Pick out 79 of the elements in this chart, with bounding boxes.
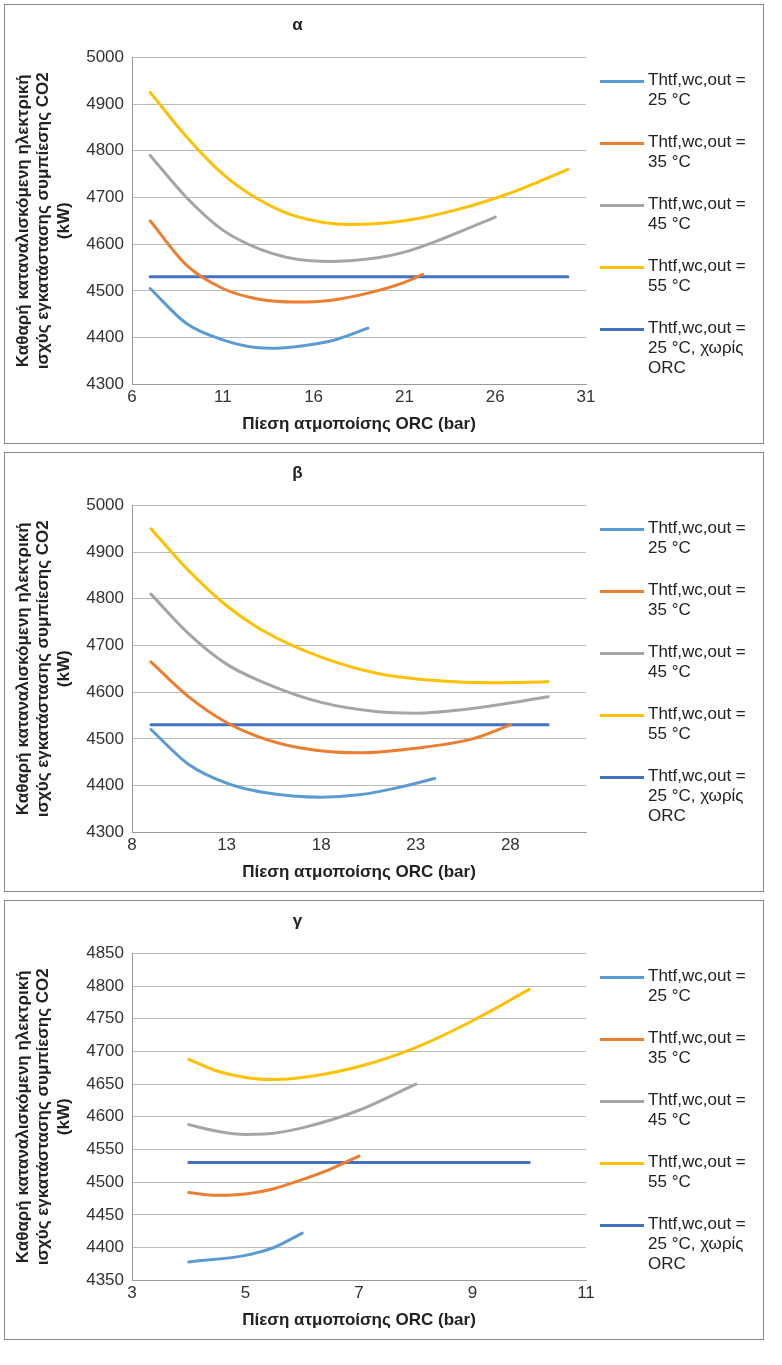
y-tick-label: 4700: [86, 1041, 125, 1061]
y-tick-label: 4700: [86, 635, 125, 655]
chart-title: α: [292, 14, 304, 34]
chart-title: γ: [292, 910, 303, 930]
legend-label: Thtf,wc,out = 45 °C: [648, 194, 747, 234]
legend-label: Thtf,wc,out = 25 °C, χωρίς ORC: [648, 318, 747, 378]
y-tick-label: 4800: [86, 588, 125, 608]
y-axis-title: Καθαρή καταναλισκόμενη ηλεκτρική ισχύς εγκατάστασης συμπίεσης CO2 (kW): [12, 520, 73, 818]
y-tick-label: 4350: [86, 1269, 125, 1289]
legend-label: Thtf,wc,out = 25 °C, χωρίς ORC: [648, 766, 747, 826]
x-tick-label: 31: [576, 387, 596, 407]
x-tick-label: 3: [127, 1283, 137, 1303]
x-tick-label: 26: [485, 387, 505, 407]
y-tick-label: 4600: [86, 1106, 125, 1126]
y-tick-label: 4800: [86, 140, 125, 160]
line-series: [187, 1154, 361, 1197]
y-tick-label: 4500: [86, 1171, 125, 1191]
y-axis-title: Καθαρή καταναλισκόμενη ηλεκτρική ισχύς εγκατάστασης συμπίεσης CO2 (kW): [12, 72, 73, 370]
y-tick-label: 4850: [86, 943, 125, 963]
line-series: [148, 219, 425, 304]
legend-label: Thtf,wc,out = 55 °C: [648, 256, 747, 296]
line-series: [149, 527, 550, 685]
x-tick-label: 18: [311, 835, 331, 855]
chart-title: β: [292, 462, 303, 482]
line-series: [187, 1082, 418, 1136]
legend-label: Thtf,wc,out = 35 °C: [648, 1028, 747, 1068]
legend-label: Thtf,wc,out = 25 °C: [648, 966, 747, 1006]
line-series: [148, 90, 570, 227]
legend-label: Thtf,wc,out = 45 °C: [648, 1090, 747, 1130]
y-tick-label: 5000: [86, 495, 125, 515]
legend-label: Thtf,wc,out = 45 °C: [648, 642, 747, 682]
y-tick-label: 4500: [86, 728, 125, 748]
y-tick-label: 4650: [86, 1073, 125, 1093]
x-tick-label: 11: [577, 1283, 595, 1303]
x-tick-label: 28: [500, 835, 520, 855]
x-tick-label: 16: [304, 387, 324, 407]
y-tick-label: 4550: [86, 1139, 125, 1159]
legend-label: Thtf,wc,out = 25 °C: [648, 518, 747, 558]
y-tick-label: 4750: [86, 1008, 125, 1028]
x-tick-label: 7: [354, 1283, 364, 1303]
legend-label: Thtf,wc,out = 35 °C: [648, 580, 747, 620]
x-tick-label: 8: [127, 835, 137, 855]
y-tick-label: 4600: [86, 681, 125, 701]
x-axis-title: Πίεση ατμοποίσης ORC (bar): [242, 414, 476, 434]
y-tick-label: 4800: [86, 975, 125, 995]
x-axis-title: Πίεση ατμοποίσης ORC (bar): [242, 862, 476, 882]
y-axis-title: Καθαρή καταναλισκόμενη ηλεκτρική ισχύς εγκατάστασης συμπίεσης CO2 (kW): [12, 968, 73, 1266]
y-tick-label: 4400: [86, 327, 125, 347]
y-tick-label: 4300: [86, 373, 125, 393]
y-tick-label: 4500: [86, 280, 125, 300]
y-tick-label: 4300: [86, 821, 125, 841]
line-series: [148, 286, 370, 350]
y-tick-label: 4600: [86, 233, 125, 253]
line-series: [149, 592, 550, 715]
x-tick-label: 13: [217, 835, 237, 855]
x-tick-label: 5: [240, 1283, 251, 1303]
x-tick-label: 23: [406, 835, 426, 855]
y-tick-label: 4450: [86, 1204, 125, 1224]
legend-label: Thtf,wc,out = 25 °C, χωρίς ORC: [648, 1214, 747, 1274]
legend-label: Thtf,wc,out = 25 °C: [648, 70, 747, 110]
legend-label: Thtf,wc,out = 35 °C: [648, 132, 747, 172]
legend-label: Thtf,wc,out = 55 °C: [648, 1152, 747, 1192]
line-series: [187, 987, 531, 1082]
y-tick-label: 4900: [86, 93, 125, 113]
x-axis-title: Πίεση ατμοποίσης ORC (bar): [242, 1310, 476, 1330]
x-tick-label: 6: [127, 387, 137, 407]
y-tick-label: 4900: [86, 541, 125, 561]
x-tick-label: 21: [394, 387, 414, 407]
y-tick-label: 4400: [86, 775, 125, 795]
y-tick-label: 5000: [86, 47, 125, 67]
x-tick-label: 11: [213, 387, 232, 407]
line-series: [187, 1231, 304, 1264]
legend-label: Thtf,wc,out = 55 °C: [648, 704, 747, 744]
y-tick-label: 4400: [86, 1237, 125, 1257]
line-series: [149, 727, 437, 799]
line-series: [148, 153, 497, 263]
y-tick-label: 4700: [86, 187, 125, 207]
x-tick-label: 9: [467, 1283, 478, 1303]
line-series: [149, 660, 512, 755]
